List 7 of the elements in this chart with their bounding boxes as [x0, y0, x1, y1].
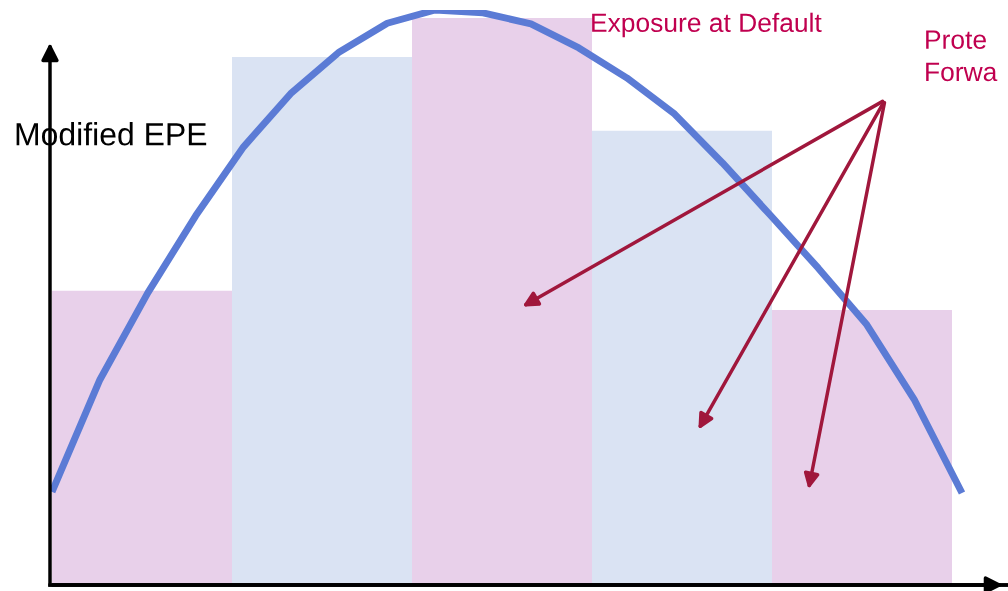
annotation: Prote Forwa: [926, 30, 998, 82]
bar: [412, 18, 592, 585]
bar: [772, 310, 952, 585]
annotation: Exposure at Default: [592, 12, 822, 38]
bar: [232, 57, 412, 585]
bar: [592, 130, 772, 585]
bar: [52, 290, 232, 585]
